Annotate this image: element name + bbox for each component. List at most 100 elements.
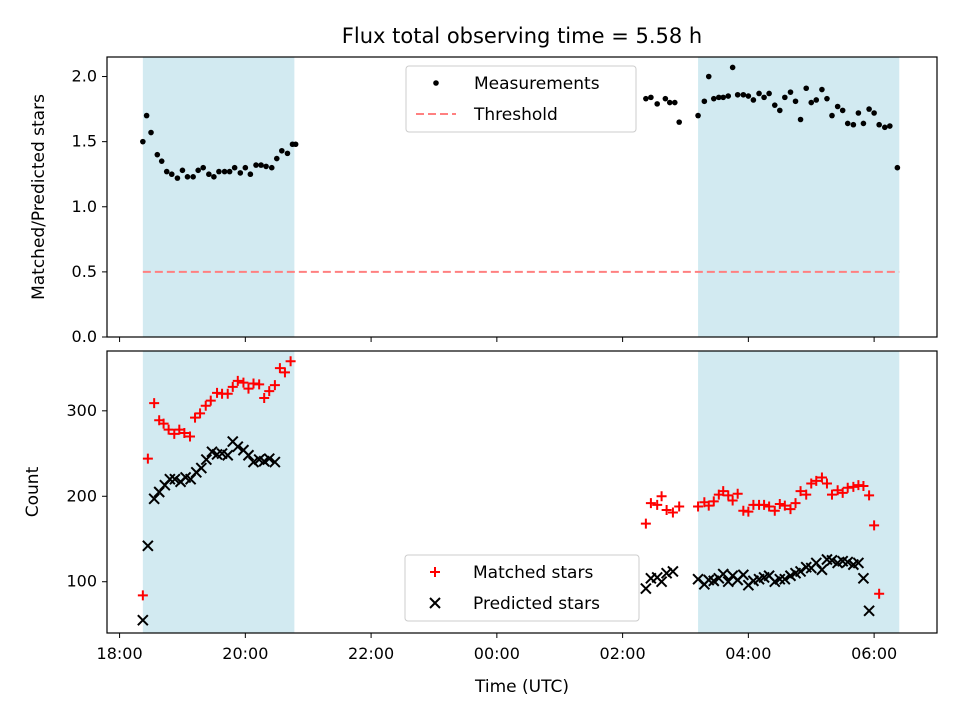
data-point bbox=[174, 175, 181, 181]
data-point bbox=[667, 565, 679, 578]
data-point bbox=[764, 501, 775, 512]
x-tick-label: 20:00 bbox=[222, 644, 268, 663]
data-point bbox=[813, 97, 820, 103]
data-point bbox=[732, 488, 743, 499]
counts-y-tick-label: 300 bbox=[66, 401, 97, 420]
legend-item: Predicted stars bbox=[429, 594, 600, 614]
data-point bbox=[829, 112, 835, 119]
data-point bbox=[227, 381, 238, 392]
data-point bbox=[837, 487, 848, 498]
data-point bbox=[723, 490, 734, 501]
series-predicted-stars bbox=[137, 435, 875, 626]
data-point bbox=[168, 171, 175, 178]
data-point bbox=[242, 449, 255, 461]
x-tick-label: 00:00 bbox=[474, 644, 520, 663]
data-point bbox=[242, 164, 249, 171]
data-point bbox=[766, 90, 772, 97]
data-point bbox=[169, 473, 181, 485]
data-point bbox=[640, 518, 651, 529]
data-point bbox=[858, 481, 869, 492]
data-point bbox=[708, 496, 719, 507]
data-point bbox=[695, 112, 701, 119]
data-point bbox=[826, 489, 837, 500]
data-point bbox=[195, 408, 206, 419]
data-point bbox=[745, 93, 752, 99]
data-point bbox=[855, 110, 862, 116]
data-point bbox=[720, 94, 727, 101]
data-point bbox=[666, 99, 673, 106]
data-point bbox=[771, 102, 778, 108]
data-point bbox=[750, 97, 757, 103]
x-tick-label: 18:00 bbox=[97, 644, 143, 663]
data-point bbox=[148, 493, 160, 505]
data-point bbox=[839, 107, 846, 114]
ratio-y-tick-label: 2.0 bbox=[72, 67, 97, 86]
data-point bbox=[292, 141, 299, 148]
data-point bbox=[185, 431, 195, 442]
data-point bbox=[718, 486, 729, 497]
counts-frame bbox=[106, 350, 938, 634]
data-point bbox=[205, 395, 216, 406]
data-point bbox=[759, 499, 770, 510]
data-point bbox=[174, 424, 185, 435]
data-point bbox=[667, 507, 678, 518]
data-point bbox=[782, 94, 788, 101]
data-point bbox=[200, 400, 211, 411]
data-point bbox=[676, 119, 682, 125]
data-point bbox=[222, 388, 233, 399]
data-point bbox=[876, 121, 882, 128]
data-point bbox=[143, 112, 150, 119]
data-point bbox=[169, 428, 180, 439]
data-point bbox=[190, 174, 196, 180]
x-tick-label: 04:00 bbox=[725, 644, 771, 663]
x-tick-label: 02:00 bbox=[600, 644, 646, 663]
data-point bbox=[661, 504, 672, 515]
data-point bbox=[258, 162, 264, 168]
legend-item: Threshold bbox=[416, 105, 558, 125]
ratio-y-tick-label: 0.0 bbox=[72, 327, 97, 346]
data-point bbox=[734, 91, 741, 98]
data-point bbox=[655, 576, 668, 588]
data-point bbox=[656, 491, 667, 502]
data-point bbox=[140, 138, 146, 145]
data-point bbox=[274, 363, 285, 374]
data-point bbox=[806, 478, 817, 489]
data-point bbox=[253, 162, 259, 168]
data-point bbox=[238, 377, 249, 388]
data-point bbox=[844, 120, 851, 127]
data-point bbox=[148, 129, 154, 136]
ratio-panel: 0.0 0.5 1.0 1.5 2.0 Matched/Predicted stars Me… bbox=[29, 56, 938, 346]
data-point bbox=[821, 478, 832, 489]
data-point bbox=[226, 168, 233, 175]
data-point bbox=[790, 498, 801, 509]
data-point bbox=[645, 498, 656, 509]
counts-y-axis-label: Count bbox=[23, 466, 43, 517]
data-point bbox=[703, 500, 714, 511]
data-point bbox=[693, 501, 704, 512]
data-point bbox=[869, 520, 880, 531]
ratio-shaded-interval-1 bbox=[698, 57, 900, 337]
series-matched-stars bbox=[137, 356, 885, 601]
legend-label: Threshold bbox=[473, 105, 558, 125]
data-point bbox=[808, 99, 815, 106]
data-point bbox=[740, 91, 747, 98]
data-point bbox=[648, 94, 654, 101]
data-point bbox=[195, 462, 208, 474]
data-point bbox=[797, 116, 804, 123]
data-point bbox=[866, 106, 872, 112]
data-point bbox=[769, 505, 780, 516]
data-point bbox=[279, 367, 290, 378]
data-point bbox=[231, 164, 238, 171]
data-point bbox=[232, 375, 243, 386]
data-point bbox=[857, 572, 870, 585]
ratio-y-axis-label: Matched/Predicted stars bbox=[29, 94, 49, 300]
ratio-legend: Measurements Threshold bbox=[405, 65, 637, 133]
data-point bbox=[671, 99, 678, 106]
data-point bbox=[864, 490, 875, 501]
data-point bbox=[158, 158, 165, 164]
data-point bbox=[811, 475, 822, 486]
data-point bbox=[216, 168, 222, 175]
data-point bbox=[774, 573, 786, 585]
data-point bbox=[158, 418, 169, 429]
data-point bbox=[237, 170, 244, 176]
